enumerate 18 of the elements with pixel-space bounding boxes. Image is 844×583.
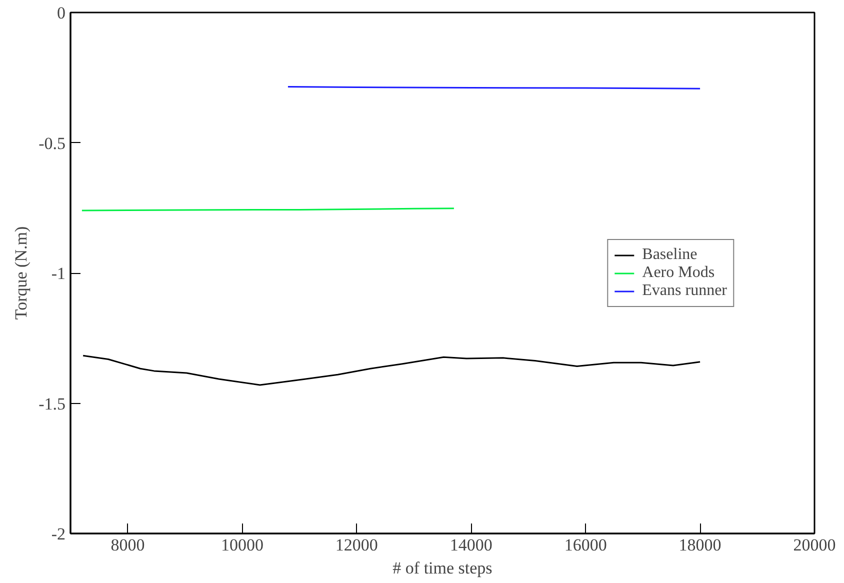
line-series xyxy=(82,354,701,386)
y-tick-label: -2 xyxy=(51,524,66,544)
x-tick-label: 14000 xyxy=(450,536,492,554)
y-tick-label: -1 xyxy=(51,264,66,283)
x-tick-label: 16000 xyxy=(564,536,607,554)
legend-label: Baseline xyxy=(642,246,698,264)
x-tick-label: 20000 xyxy=(793,536,836,554)
y-tick-label: 0 xyxy=(57,4,66,22)
legend-label: Evans runner xyxy=(642,282,727,300)
y-axis-title: Torque (N.m) xyxy=(12,226,31,320)
x-tick-label: 8000 xyxy=(110,536,145,554)
x-axis-title: # of time steps xyxy=(392,558,492,578)
legend-label: Aero Mods xyxy=(642,264,715,282)
x-tick-label: 10000 xyxy=(220,536,264,554)
x-tick-label: 18000 xyxy=(678,536,722,554)
y-tick-label: -1.5 xyxy=(38,394,66,414)
y-tick-label: -0.5 xyxy=(38,134,66,153)
x-tick-label: 12000 xyxy=(335,536,378,554)
